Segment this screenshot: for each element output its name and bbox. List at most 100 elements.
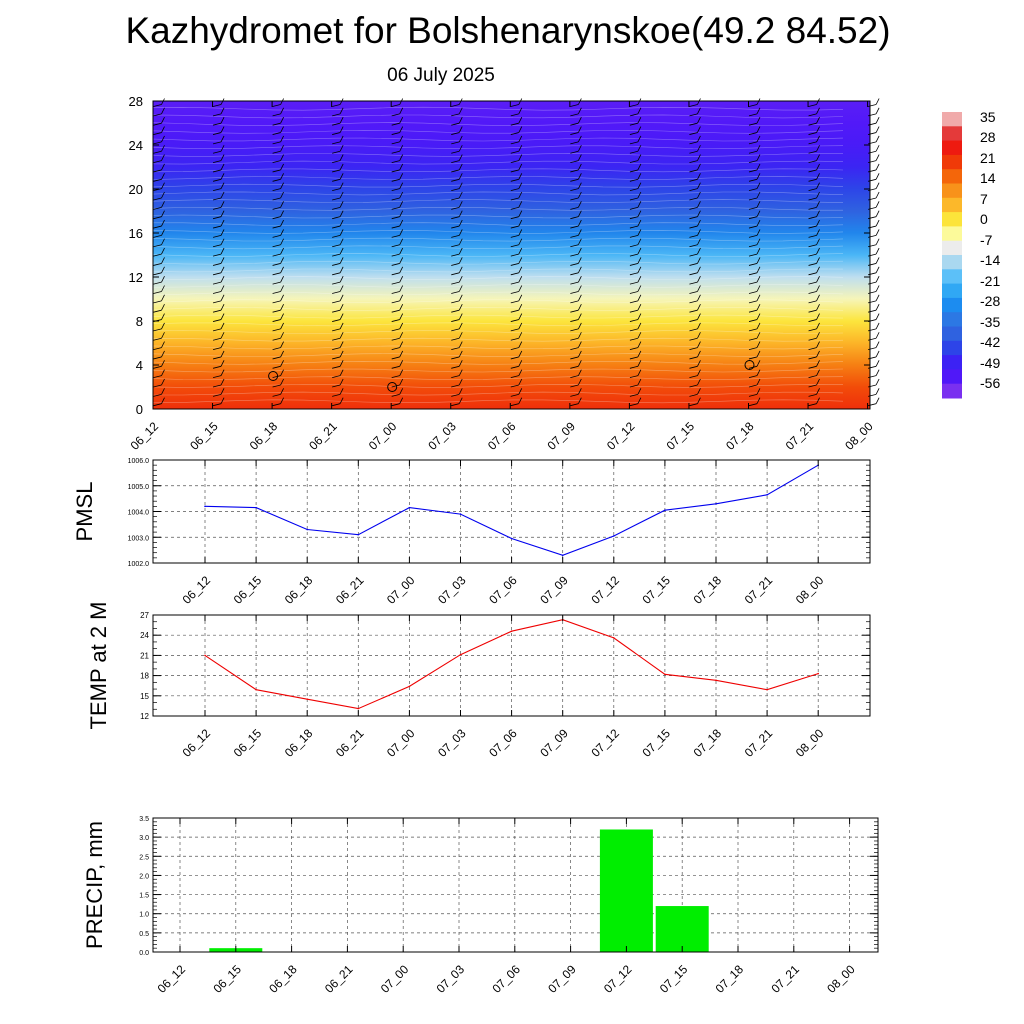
- wind-barb-flag: [518, 154, 523, 161]
- colorbar-label: 0: [980, 211, 988, 227]
- wind-barb-flag: [518, 117, 523, 124]
- wind-barb: [332, 206, 341, 210]
- x-tick-label: 07_18: [723, 419, 757, 453]
- wind-barb-flag: [577, 247, 582, 255]
- wind-barb: [570, 122, 579, 126]
- wind-barb: [868, 188, 877, 192]
- y-tick-label: 4: [136, 358, 143, 373]
- wind-barb-flag: [280, 275, 284, 283]
- wind-barb: [212, 328, 222, 332]
- wind-barb-flag: [875, 285, 880, 292]
- wind-barb-flag: [280, 294, 284, 302]
- x-tick-label: 07_18: [713, 962, 747, 996]
- wind-barb-flag: [637, 388, 642, 395]
- series-point: [664, 673, 666, 676]
- wind-barb-flag: [518, 247, 523, 255]
- series-point: [510, 537, 513, 540]
- y-tick-label: 1003.0: [128, 535, 150, 542]
- wind-barb: [689, 272, 698, 276]
- wind-barb-flag: [399, 360, 404, 367]
- wind-barb-flag: [756, 369, 761, 376]
- wind-barb-flag: [875, 126, 880, 133]
- x-tick-label: 07_06: [486, 573, 520, 607]
- wind-barb: [212, 178, 222, 182]
- wind-barb-flag: [220, 360, 225, 367]
- wind-barb: [272, 356, 281, 360]
- wind-barb-flag: [339, 397, 344, 404]
- wind-barb-flag: [697, 332, 701, 339]
- wind-barb: [868, 291, 877, 294]
- wind-barb: [570, 281, 579, 285]
- wind-barb: [212, 141, 222, 145]
- wind-barb-flag: [756, 397, 761, 404]
- series-point: [766, 688, 768, 691]
- wind-barb: [510, 160, 519, 163]
- wind-barb-flag: [458, 210, 463, 217]
- wind-barb: [748, 178, 758, 182]
- wind-barb-flag: [816, 294, 820, 302]
- wind-barb: [451, 216, 460, 220]
- wind-barb: [868, 225, 877, 229]
- colorbar-label: -28: [980, 293, 1000, 309]
- wind-barb-flag: [339, 313, 344, 320]
- wind-barb-flag: [756, 378, 761, 386]
- wind-barb-flag: [816, 247, 820, 255]
- wind-barb: [272, 253, 281, 257]
- isotherm-line: [152, 145, 844, 150]
- wind-barb: [868, 169, 877, 173]
- wind-barb-flag: [280, 219, 284, 227]
- colorbar-label: 28: [980, 129, 996, 145]
- wind-barb-flag: [697, 219, 701, 227]
- wind-barb: [391, 328, 400, 332]
- wind-barb-flag: [399, 145, 404, 152]
- wind-barb-flag: [518, 322, 523, 330]
- wind-barb-flag: [458, 201, 463, 208]
- wind-barb-flag: [697, 397, 701, 404]
- wind-barb-flag: [220, 350, 225, 358]
- wind-barb-flag: [697, 285, 701, 292]
- wind-barb: [332, 235, 341, 238]
- wind-barb: [689, 384, 698, 388]
- wind-barb: [272, 225, 281, 229]
- wind-barb-flag: [637, 182, 642, 189]
- wind-barb-flag: [518, 210, 523, 217]
- wind-barb: [212, 132, 222, 135]
- x-tick-label: 08_00: [793, 726, 827, 760]
- wind-barb: [748, 169, 758, 173]
- y-tick-label: 1004.0: [128, 510, 150, 517]
- wind-barb: [689, 253, 698, 257]
- wind-barb: [629, 281, 638, 285]
- wind-barb-flag: [220, 126, 225, 133]
- wind-barb-flag: [577, 378, 582, 386]
- isotherm-line: [152, 206, 843, 211]
- wind-barb: [272, 328, 281, 332]
- wind-barb-flag: [816, 173, 820, 180]
- y-tick-label: 1.5: [139, 893, 149, 900]
- wind-barb: [451, 328, 460, 332]
- y-tick-label: 28: [129, 94, 143, 109]
- wind-barb: [689, 122, 698, 126]
- wind-barb: [510, 291, 519, 294]
- wind-barb: [510, 403, 519, 407]
- y-axis-title: PMSL: [72, 482, 97, 542]
- colorbar-swatch: [942, 255, 962, 270]
- wind-barb: [212, 188, 222, 192]
- x-tick-label: 06_15: [231, 573, 265, 607]
- wind-barb-flag: [577, 304, 582, 311]
- wind-barb-flag: [399, 257, 404, 264]
- wind-barb-flag: [875, 201, 880, 208]
- wind-barb-flag: [697, 182, 701, 189]
- wind-barb: [748, 337, 758, 341]
- wind-barb: [451, 141, 460, 145]
- wind-barb: [332, 328, 341, 332]
- isotherm-line: [152, 129, 844, 134]
- wind-barb-flag: [577, 397, 582, 404]
- wind-barb-flag: [697, 304, 701, 311]
- wind-barb: [570, 356, 579, 360]
- wind-barb-flag: [816, 285, 820, 292]
- wind-barb-flag: [518, 341, 523, 348]
- x-tick-label: 06_15: [231, 726, 265, 760]
- x-tick-label: 08_00: [824, 962, 858, 996]
- wind-barb: [510, 225, 519, 229]
- wind-barb-flag: [458, 369, 463, 376]
